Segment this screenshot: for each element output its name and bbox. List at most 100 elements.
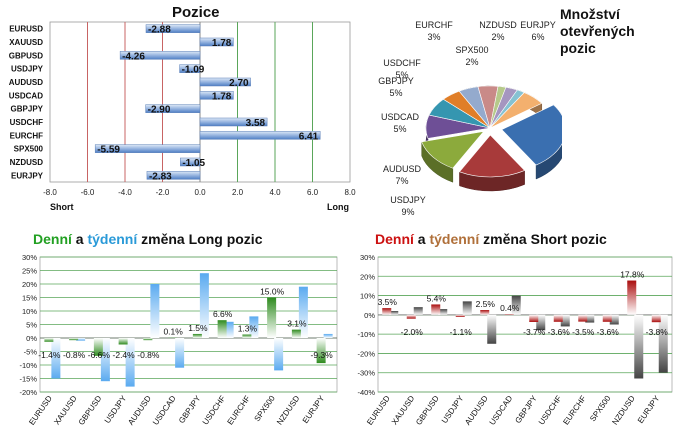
short-category-label: NZDUSD [610, 394, 637, 427]
pie-slice-name: USDCHF [383, 58, 421, 68]
long-data-label: 0.1% [163, 327, 183, 337]
pie-slice-name: EURCHF [415, 20, 453, 30]
long-daily-bar [143, 338, 153, 341]
pie-slice [421, 131, 485, 169]
pie-slice-name: EURJPY [520, 20, 556, 30]
positions-bar [199, 37, 234, 47]
short-y-tick: 30% [360, 253, 375, 262]
positions-bar [180, 157, 201, 167]
positions-long-label: Long [327, 202, 349, 212]
positions-category-label: NZDUSD [10, 158, 44, 167]
short-category-label: GBPUSD [414, 394, 441, 427]
positions-category-label: USDCAD [9, 91, 43, 100]
short-daily-bar [480, 310, 490, 315]
long-data-label: -0.8% [63, 350, 86, 360]
long-y-tick: -20% [19, 388, 37, 397]
pie-slice-percent: 2% [465, 57, 478, 67]
pie-slice-percent: 5% [389, 88, 402, 98]
pie-slice-percent: 2% [491, 32, 504, 42]
positions-data-label: -1.05 [182, 158, 205, 169]
long-title-rest: změna Long pozic [137, 231, 263, 247]
short-daily-bar [529, 314, 539, 322]
pie-slice-percent: 5% [393, 124, 406, 134]
long-weekly-bar [323, 333, 333, 338]
positions-bar [199, 131, 321, 140]
pie-slice-percent: 6% [531, 32, 544, 42]
positions-x-tick: -6.0 [81, 188, 95, 197]
short-title-weekly: týdenní [429, 231, 480, 247]
pie-slice-name: GBPJPY [378, 76, 414, 86]
positions-data-label: -2.83 [149, 171, 172, 182]
short-title-rest: změna Short pozic [479, 231, 607, 247]
short-daily-bar [382, 308, 392, 315]
long-category-label: SPX500 [253, 394, 278, 424]
positions-category-label: EURUSD [9, 25, 43, 34]
short-category-label: XAUUSD [390, 394, 417, 427]
long-weekly-bar [150, 284, 160, 338]
pie-slice [501, 104, 562, 166]
long-y-tick: 15% [22, 294, 37, 303]
positions-category-label: USDJPY [11, 65, 44, 74]
short-title-and: a [413, 231, 430, 247]
pie-title: Množství otevřených pozic [560, 6, 635, 56]
short-data-label: 2.5% [476, 299, 496, 309]
long-data-label: 1.3% [238, 323, 258, 333]
long-category-label: XAUUSD [52, 394, 79, 427]
short-weekly-bar [585, 314, 595, 323]
short-data-label: -3.6% [597, 327, 620, 337]
long-data-label: -1.4% [38, 350, 61, 360]
positions-short-label: Short [50, 202, 74, 212]
positions-x-tick: 6.0 [307, 188, 319, 197]
long-change-chart: -20% -15% -10% -5% 0% 5% 10% 15% 20% 25% 30% -1.4% E… [19, 253, 338, 427]
pie-slice-percent: 5% [395, 70, 408, 80]
long-weekly-bar [298, 286, 308, 338]
short-data-label: -3.8% [646, 327, 669, 337]
short-y-tick: -30% [357, 369, 375, 378]
long-y-tick: 5% [26, 321, 37, 330]
positions-x-tick: -4.0 [118, 188, 132, 197]
pie-slice-percent: 3% [427, 32, 440, 42]
long-weekly-bar [76, 338, 86, 341]
short-category-label: GBPJPY [513, 393, 539, 425]
long-chart-title: Denní a týdenní změna Long pozic [33, 231, 262, 247]
short-daily-bar [651, 314, 661, 323]
long-category-label: EURJPY [301, 393, 327, 425]
positions-x-tick: 2.0 [232, 188, 244, 197]
long-data-label: -0.8% [137, 350, 160, 360]
positions-category-label: EURJPY [11, 171, 44, 180]
short-category-label: EURCHF [561, 394, 588, 427]
pie-slice [458, 134, 526, 178]
short-weekly-bar [487, 314, 497, 344]
positions-x-tick: -8.0 [43, 188, 57, 197]
positions-data-label: 6.41 [299, 131, 319, 142]
positions-x-tick: 8.0 [344, 188, 356, 197]
short-weekly-bar [413, 307, 423, 315]
long-daily-bar [192, 333, 202, 338]
long-weekly-bar [175, 338, 185, 368]
short-daily-bar [627, 280, 637, 315]
short-chart-title: Denní a týdenní změna Short pozic [375, 231, 607, 247]
long-category-label: NZDUSD [275, 394, 302, 427]
long-daily-bar [44, 338, 54, 342]
pie-slice [489, 92, 543, 129]
short-plot-frame [377, 256, 673, 393]
positions-category-label: XAUUSD [9, 38, 43, 47]
positions-data-label: 3.58 [246, 118, 266, 129]
pie-slice-name: SPX500 [455, 45, 488, 55]
positions-data-label: -1.09 [182, 65, 205, 76]
short-data-label: -3.7% [523, 327, 546, 337]
long-category-label: AUDUSD [126, 394, 153, 427]
short-data-label: -3.5% [572, 327, 595, 337]
short-y-tick: -20% [357, 349, 375, 358]
long-weekly-bar [125, 338, 135, 387]
long-weekly-bar [249, 316, 259, 338]
short-y-tick: 10% [360, 292, 375, 301]
long-y-tick: 25% [22, 267, 37, 276]
positions-bar [94, 144, 201, 153]
pie-slice-side [535, 104, 562, 180]
short-data-label: -2.0% [401, 327, 424, 337]
short-category-label: USDCAD [488, 394, 515, 427]
positions-data-label: 1.78 [212, 38, 232, 49]
short-daily-bar [504, 314, 514, 315]
long-category-label: EURUSD [27, 394, 54, 427]
